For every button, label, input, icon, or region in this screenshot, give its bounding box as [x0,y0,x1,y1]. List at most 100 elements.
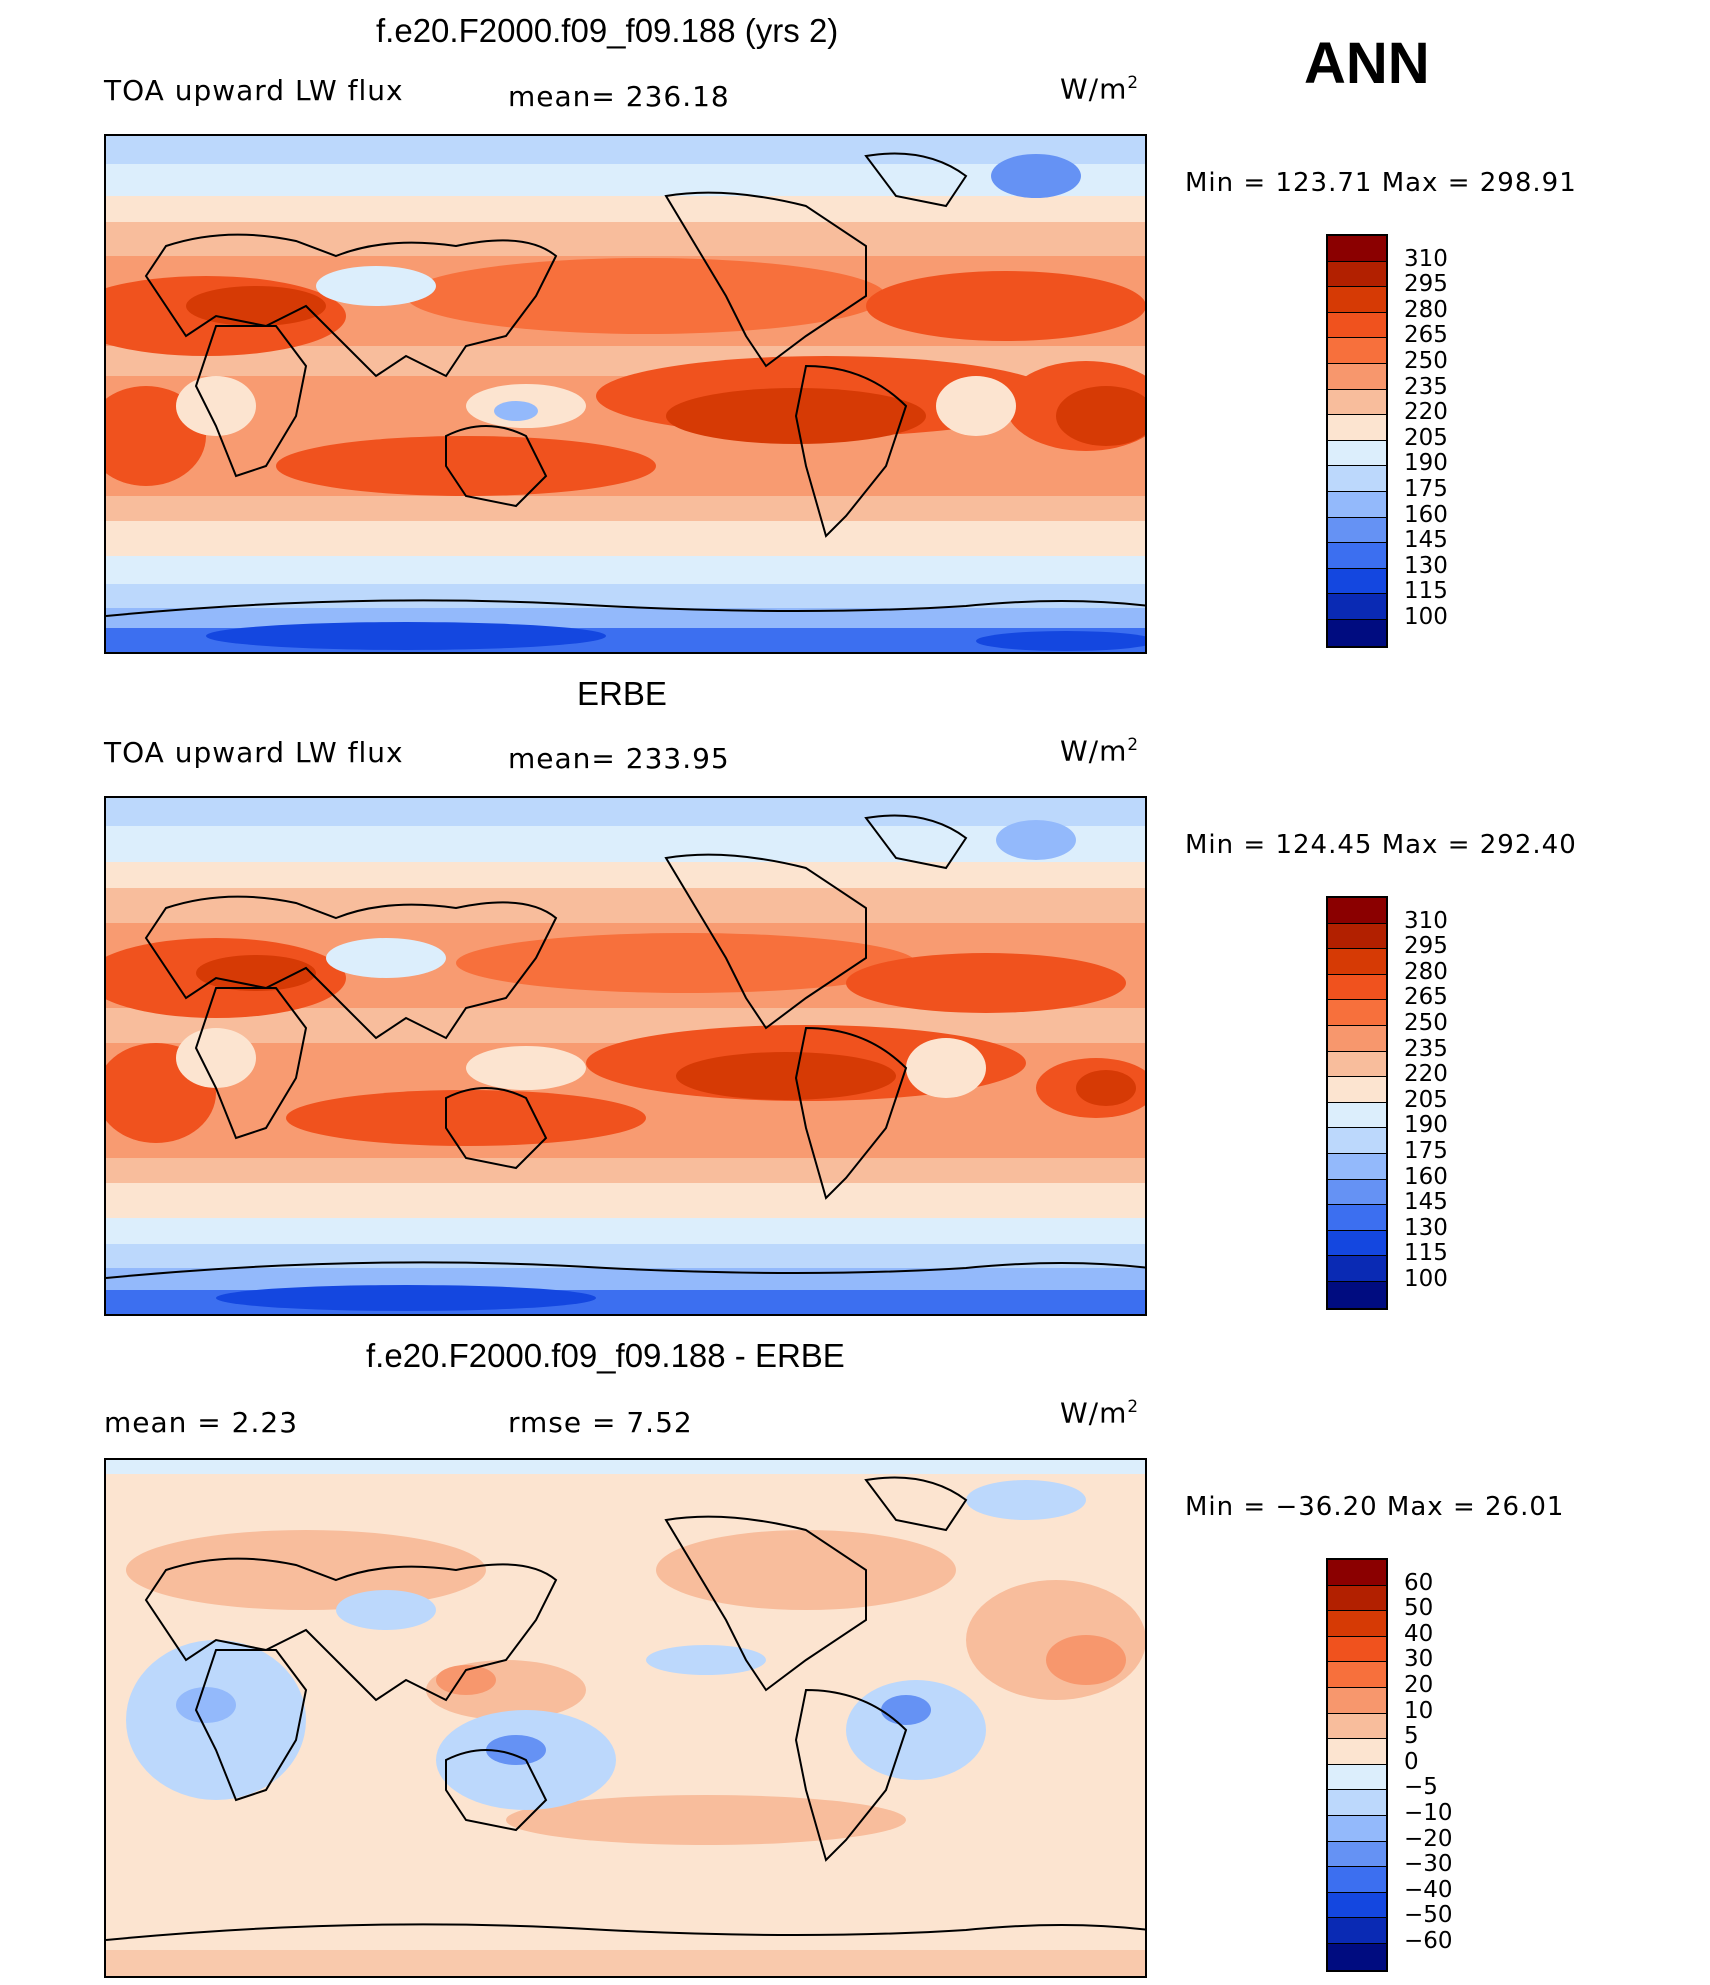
colorbar-swatch [1328,1790,1386,1816]
colorbar-tick-label: 130 [1404,1214,1448,1241]
panel-1-colorbar [1326,234,1388,648]
colorbar-swatch [1328,363,1386,390]
colorbar-swatch [1328,1739,1386,1765]
panel-2-variable-label: TOA upward LW flux [104,736,404,769]
colorbar-swatch [1328,949,1386,975]
panel-3-minmax: Min = −36.20 Max = 26.01 [1185,1492,1565,1522]
colorbar-tick-label: 265 [1404,984,1448,1011]
colorbar-swatch [1328,1256,1386,1282]
colorbar-tick-label: 190 [1404,450,1448,477]
colorbar-tick-label: 10 [1404,1697,1434,1724]
colorbar-swatch [1328,1918,1386,1944]
colorbar-tick-label: 175 [1404,476,1448,502]
panel-1-field-svg [106,136,1145,652]
colorbar-tick-label: 175 [1404,1138,1448,1164]
colorbar-tick-label: 220 [1404,399,1448,426]
panel-2-title: ERBE [577,675,667,712]
colorbar-tick-label: 235 [1404,373,1448,400]
colorbar-swatch [1328,338,1386,364]
colorbar-tick-label: 160 [1404,501,1448,528]
colorbar-tick-label: 40 [1404,1620,1434,1647]
colorbar-tick-label: 20 [1404,1672,1434,1698]
colorbar-swatch [1328,1560,1386,1586]
colorbar-swatch [1328,1230,1386,1257]
colorbar-swatch [1328,261,1386,288]
colorbar-swatch [1328,1128,1386,1154]
colorbar-swatch [1328,287,1386,313]
colorbar-swatch [1328,1662,1386,1688]
panel-1-variable-label: TOA upward LW flux [104,74,404,107]
colorbar-swatch [1328,568,1386,595]
panel-1-units: W/m2 [1060,72,1140,106]
colorbar-swatch [1328,1025,1386,1052]
colorbar-tick-label: 310 [1404,245,1448,272]
colorbar-swatch [1328,898,1386,924]
colorbar-swatch [1328,619,1386,646]
colorbar-swatch [1328,1051,1386,1078]
colorbar-tick-label: 190 [1404,1112,1448,1139]
colorbar-swatch [1328,415,1386,441]
colorbar-tick-label: 160 [1404,1163,1448,1190]
panel-3-mean-label: mean = 2.23 [104,1406,299,1439]
colorbar-tick-label: 310 [1404,907,1448,934]
colorbar-tick-label: 220 [1404,1061,1448,1088]
panel-3-field-svg [106,1460,1145,1976]
colorbar-swatch [1328,1205,1386,1231]
colorbar-swatch [1328,594,1386,620]
colorbar-tick-label: −5 [1404,1774,1438,1801]
colorbar-tick-label: 30 [1404,1646,1434,1673]
colorbar-swatch [1328,1867,1386,1893]
colorbar-tick-label: −10 [1404,1800,1453,1826]
colorbar-tick-label: 130 [1404,552,1448,579]
colorbar-tick-label: −30 [1404,1851,1453,1878]
colorbar-tick-label: 235 [1404,1035,1448,1062]
panel-3-map [104,1458,1147,1978]
colorbar-swatch [1328,1841,1386,1868]
colorbar-tick-label: 280 [1404,958,1448,985]
panel-3-title: f.e20.F2000.f09_f09.188 - ERBE [366,1337,845,1374]
colorbar-tick-label: 280 [1404,296,1448,323]
colorbar-swatch [1328,974,1386,1001]
colorbar-tick-label: 250 [1404,348,1448,374]
colorbar-swatch [1328,1102,1386,1129]
colorbar-swatch [1328,1943,1386,1970]
colorbar-tick-label: 250 [1404,1010,1448,1036]
colorbar-swatch [1328,1713,1386,1740]
colorbar-swatch [1328,236,1386,262]
panel-2-minmax: Min = 124.45 Max = 292.40 [1185,830,1577,860]
colorbar-swatch [1328,1000,1386,1026]
colorbar-swatch [1328,389,1386,416]
colorbar-tick-label: 100 [1404,1266,1448,1292]
colorbar-tick-label: 100 [1404,604,1448,630]
panel-3-units: W/m2 [1060,1396,1140,1430]
colorbar-tick-label: 205 [1404,424,1448,451]
colorbar-tick-label: 145 [1404,1189,1448,1216]
colorbar-swatch [1328,1585,1386,1612]
colorbar-swatch [1328,1892,1386,1919]
panel-2-field-svg [106,798,1145,1314]
colorbar-tick-label: −20 [1404,1825,1453,1852]
colorbar-swatch [1328,1815,1386,1842]
panel-1-minmax: Min = 123.71 Max = 298.91 [1185,168,1577,198]
colorbar-swatch [1328,1636,1386,1663]
colorbar-tick-label: 265 [1404,322,1448,349]
colorbar-tick-label: 145 [1404,527,1448,554]
colorbar-tick-label: 115 [1404,578,1448,605]
colorbar-swatch [1328,1077,1386,1103]
panel-2-units: W/m2 [1060,734,1140,768]
panel-2-colorbar [1326,896,1388,1310]
colorbar-tick-label: 60 [1404,1569,1434,1596]
colorbar-tick-label: 0 [1404,1748,1419,1775]
colorbar-tick-label: 5 [1404,1723,1419,1750]
panel-1-map [104,134,1147,654]
colorbar-tick-label: −50 [1404,1902,1453,1929]
panel-1-title: f.e20.F2000.f09_f09.188 (yrs 2) [376,12,839,49]
colorbar-swatch [1328,466,1386,492]
colorbar-swatch [1328,1153,1386,1180]
colorbar-swatch [1328,923,1386,950]
colorbar-tick-label: 295 [1404,271,1448,298]
colorbar-swatch [1328,1687,1386,1714]
colorbar-swatch [1328,1179,1386,1206]
colorbar-tick-label: 205 [1404,1086,1448,1113]
colorbar-tick-label: 295 [1404,933,1448,960]
